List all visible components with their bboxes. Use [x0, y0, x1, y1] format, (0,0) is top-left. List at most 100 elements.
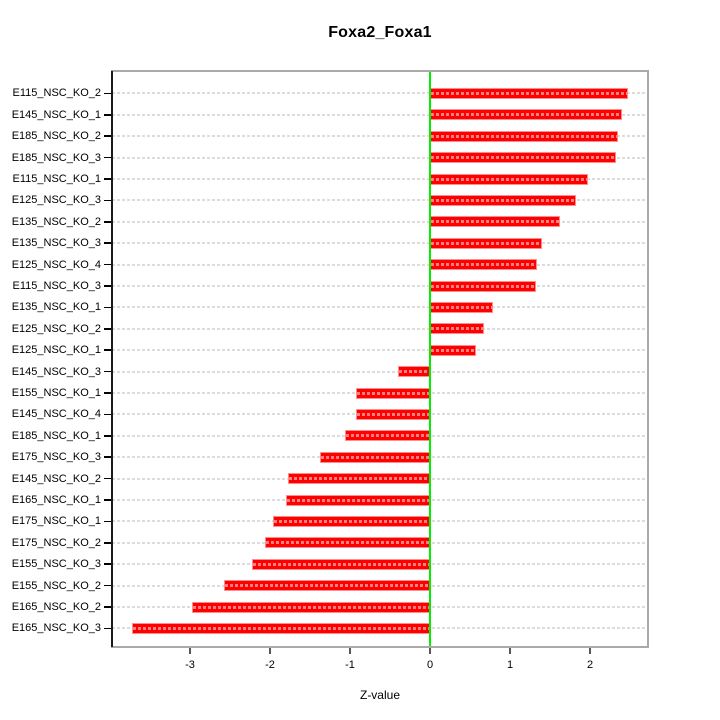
bar-grid-dashes — [266, 541, 429, 545]
bar — [430, 194, 577, 206]
bar — [430, 109, 622, 121]
gridline — [112, 199, 647, 202]
bar-grid-dashes — [431, 327, 484, 331]
bar — [430, 323, 485, 335]
bar-grid-dashes — [346, 434, 429, 438]
bar — [430, 173, 589, 185]
bar-grid-dashes — [224, 584, 429, 588]
y-axis-label: E145_NSC_KO_1 — [11, 108, 101, 121]
x-axis-tick — [349, 648, 351, 654]
y-axis-label: E155_NSC_KO_2 — [11, 579, 101, 592]
x-axis-tick — [189, 648, 191, 654]
y-axis-tick — [104, 499, 112, 501]
x-axis-label: Z-value — [359, 688, 400, 702]
y-axis-label: E115_NSC_KO_1 — [12, 173, 101, 185]
bar-grid-dashes — [431, 177, 588, 181]
y-axis-label: E165_NSC_KO_3 — [11, 622, 101, 635]
x-axis-tick-label: 2 — [586, 659, 594, 671]
y-axis-label: E115_NSC_KO_2 — [12, 87, 101, 100]
bar — [398, 366, 430, 378]
bar — [265, 537, 430, 549]
y-axis-label: E125_NSC_KO_2 — [11, 322, 101, 335]
plot-border-right — [647, 70, 649, 648]
y-axis-label: E145_NSC_KO_3 — [11, 365, 101, 378]
bar-grid-dashes — [192, 605, 429, 609]
y-axis-label: E135_NSC_KO_3 — [11, 237, 101, 250]
y-axis-label: E125_NSC_KO_4 — [11, 258, 101, 271]
gridline — [112, 263, 647, 266]
bar — [430, 259, 538, 271]
gridline — [112, 178, 647, 180]
gridline — [112, 285, 647, 287]
bar — [430, 152, 617, 164]
gridline — [112, 327, 647, 330]
y-axis-tick — [104, 435, 112, 437]
bar-grid-dashes — [431, 284, 535, 288]
y-axis-tick — [104, 306, 112, 309]
y-axis-label: E175_NSC_KO_3 — [11, 451, 101, 464]
y-axis-tick — [104, 584, 112, 587]
bar-grid-dashes — [431, 134, 617, 138]
y-axis-label: E135_NSC_KO_1 — [11, 301, 101, 314]
x-axis-tick-label: 0 — [426, 659, 434, 671]
y-axis-tick — [104, 199, 112, 202]
bar-grid-dashes — [431, 91, 628, 95]
y-axis-label: E155_NSC_KO_1 — [11, 387, 101, 399]
bar-grid-dashes — [431, 263, 537, 267]
x-axis-tick — [509, 648, 511, 654]
y-axis-label: E155_NSC_KO_3 — [11, 558, 101, 571]
y-axis-tick — [104, 92, 112, 95]
gridline — [112, 306, 647, 309]
y-axis-tick — [104, 156, 112, 159]
gridline — [112, 349, 647, 352]
y-axis-tick — [104, 456, 112, 458]
x-axis-tick-label: -3 — [185, 659, 195, 671]
bar-grid-dashes — [253, 562, 429, 566]
y-axis-label: E175_NSC_KO_2 — [11, 536, 101, 549]
y-axis-label: E185_NSC_KO_3 — [11, 151, 101, 164]
x-axis-tick-label: -2 — [265, 659, 275, 671]
bar — [430, 301, 494, 313]
y-axis-tick — [104, 349, 112, 351]
y-axis-label: E165_NSC_KO_2 — [11, 601, 101, 613]
x-axis-tick — [429, 648, 431, 654]
y-axis-label: E135_NSC_KO_2 — [11, 215, 101, 228]
bar — [223, 580, 430, 592]
y-axis-label: E125_NSC_KO_1 — [11, 344, 101, 357]
plot-border-bottom — [111, 646, 649, 648]
x-axis-tick — [269, 648, 271, 654]
zero-line — [429, 72, 431, 646]
y-axis-tick — [104, 563, 112, 565]
y-axis-tick — [104, 285, 112, 287]
y-axis-tick — [104, 221, 112, 223]
y-axis-tick — [104, 542, 112, 544]
bar-grid-dashes — [288, 477, 429, 481]
y-axis-label: E175_NSC_KO_1 — [11, 515, 101, 528]
bar — [191, 601, 430, 613]
bar-grid-dashes — [287, 498, 429, 502]
bar-grid-dashes — [431, 305, 493, 309]
gridline — [112, 242, 647, 245]
bar — [430, 130, 618, 142]
bar — [131, 622, 430, 634]
bar — [430, 216, 561, 228]
bar-grid-dashes — [356, 391, 429, 395]
gridline — [112, 156, 647, 159]
bar — [430, 87, 629, 99]
bar — [287, 473, 430, 485]
bar-grid-dashes — [431, 220, 560, 224]
x-axis-tick — [589, 648, 591, 654]
bar-grid-dashes — [321, 455, 429, 459]
y-axis-label: E185_NSC_KO_1 — [11, 429, 101, 442]
chart-title: Foxa2_Foxa1 — [328, 24, 432, 41]
bar-grid-dashes — [132, 626, 429, 630]
bar — [430, 344, 476, 356]
y-axis-tick — [104, 627, 112, 630]
x-axis-tick-label: 1 — [506, 659, 514, 671]
y-axis-tick — [104, 178, 112, 180]
y-axis-label: E165_NSC_KO_1 — [11, 494, 101, 506]
y-axis-tick — [104, 477, 112, 480]
bar-grid-dashes — [431, 113, 621, 117]
gridline — [112, 220, 647, 223]
bar — [345, 430, 430, 442]
